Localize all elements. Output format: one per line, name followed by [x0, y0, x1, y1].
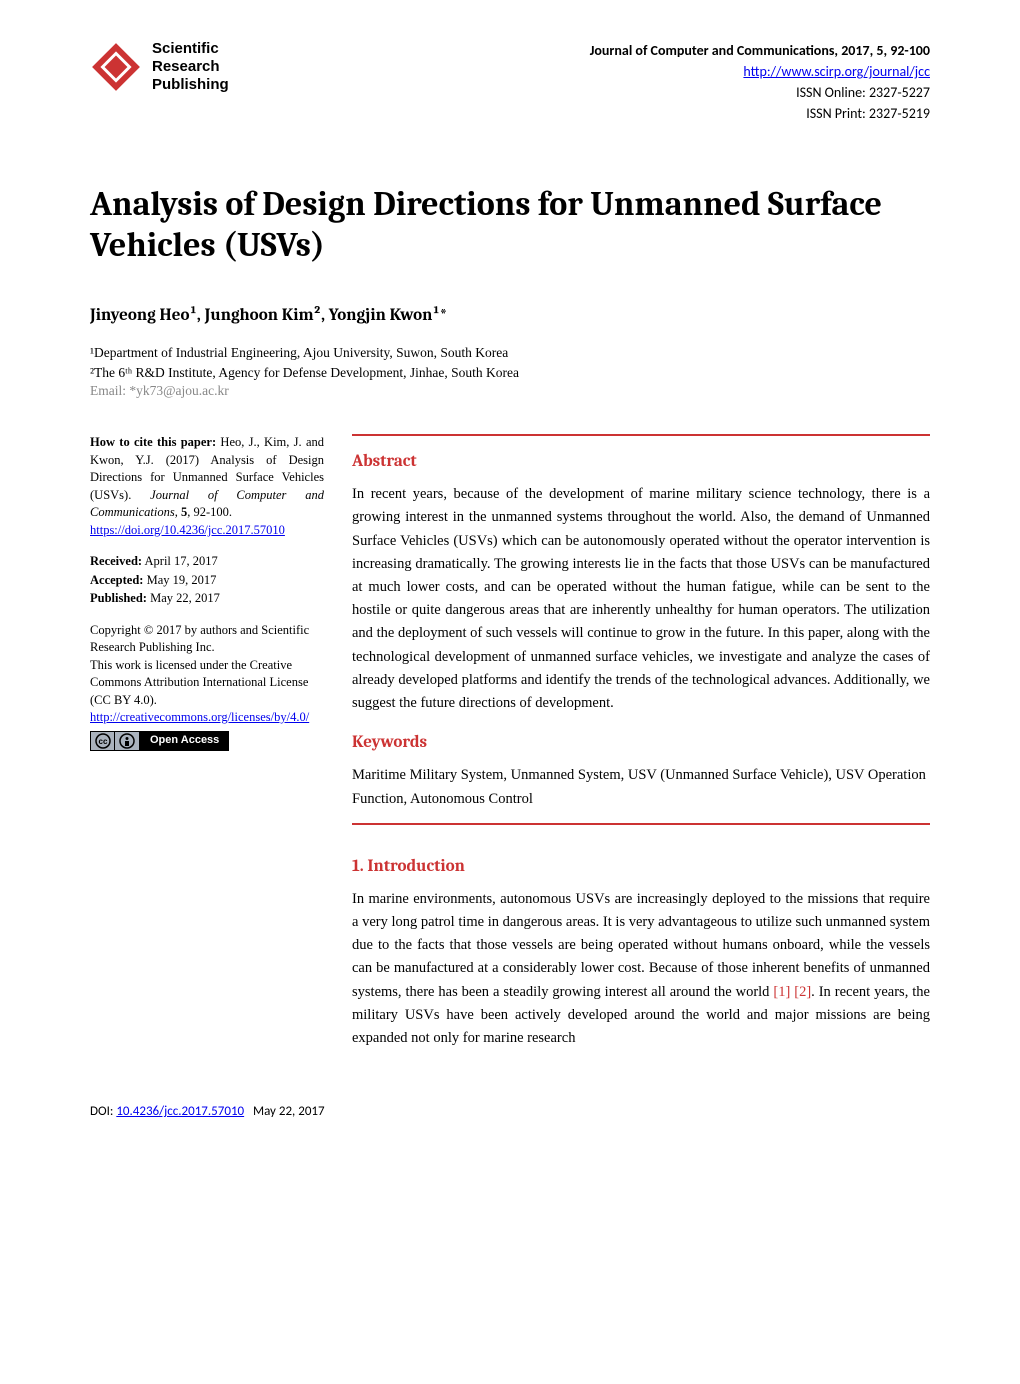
published-line: Published: May 22, 2017 [90, 590, 324, 608]
publisher-logo-text: Scientific Research Publishing [152, 40, 229, 94]
copyright-line-1: Copyright © 2017 by authors and Scientif… [90, 622, 324, 657]
abstract-heading: Abstract [352, 448, 930, 475]
ref-1[interactable]: [1] [773, 984, 790, 1000]
cc-badge-row: cc Open Access [90, 731, 324, 751]
main-two-column: How to cite this paper: Heo, J., Kim, J.… [90, 434, 930, 1064]
logo-line-2: Research [152, 58, 229, 76]
ref-2[interactable]: [2] [790, 984, 811, 1000]
journal-title: Journal of Computer and Communications, … [590, 40, 930, 61]
introduction-heading: 1. Introduction [352, 853, 930, 880]
cc-license-link[interactable]: http://creativecommons.org/licenses/by/4… [90, 710, 309, 724]
main-content: Abstract In recent years, because of the… [352, 434, 930, 1064]
bottom-rule [352, 823, 930, 825]
journal-info: Journal of Computer and Communications, … [590, 40, 930, 124]
cc-by-icon [115, 732, 139, 750]
logo-line-3: Publishing [152, 76, 229, 94]
cite-pages: , 92-100. [187, 505, 232, 519]
paper-title: Analysis of Design Directions for Unmann… [90, 184, 930, 266]
received-label: Received: [90, 554, 142, 568]
cite-heading: How to cite this paper: [90, 435, 216, 449]
accepted-label: Accepted: [90, 573, 143, 587]
svg-text:cc: cc [98, 737, 107, 746]
keywords-text: Maritime Military System, Unmanned Syste… [352, 764, 930, 810]
dates-block: Received: April 17, 2017 Accepted: May 1… [90, 553, 324, 608]
logo-line-1: Scientific [152, 40, 229, 58]
published-label: Published: [90, 591, 147, 605]
citation-block: How to cite this paper: Heo, J., Kim, J.… [90, 434, 324, 522]
footer-doi-label: DOI: [90, 1104, 116, 1119]
footer-date: May 22, 2017 [253, 1104, 325, 1119]
affiliation-2: ²The 6ᵗʰ R&D Institute, Agency for Defen… [90, 363, 930, 383]
open-access-badge: Open Access [140, 731, 229, 751]
journal-url-link[interactable]: http://www.scirp.org/journal/jcc [743, 63, 930, 80]
received-line: Received: April 17, 2017 [90, 553, 324, 571]
introduction-text: In marine environments, autonomous USVs … [352, 888, 930, 1050]
copyright-block: Copyright © 2017 by authors and Scientif… [90, 622, 324, 751]
email-line: Email: *yk73@ajou.ac.kr [90, 383, 930, 399]
published-date: May 22, 2017 [147, 591, 220, 605]
copyright-line-2: This work is licensed under the Creative… [90, 657, 324, 710]
publisher-logo-icon [90, 41, 142, 93]
accepted-date: May 19, 2017 [143, 573, 216, 587]
publisher-logo-block: Scientific Research Publishing [90, 40, 229, 94]
accepted-line: Accepted: May 19, 2017 [90, 572, 324, 590]
issn-print: ISSN Print: 2327-5219 [590, 103, 930, 124]
sidebar: How to cite this paper: Heo, J., Kim, J.… [90, 434, 324, 1064]
email-value: yk73@ajou.ac.kr [136, 383, 229, 398]
keywords-heading: Keywords [352, 729, 930, 756]
top-rule [352, 434, 930, 436]
affiliation-1: ¹Department of Industrial Engineering, A… [90, 343, 930, 363]
issn-online: ISSN Online: 2327-5227 [590, 82, 930, 103]
page-footer: DOI: 10.4236/jcc.2017.57010 May 22, 2017 [90, 1104, 930, 1119]
received-date: April 17, 2017 [142, 554, 218, 568]
cc-icons: cc [90, 731, 140, 751]
cc-logo-icon: cc [91, 732, 115, 750]
email-label: Email: * [90, 383, 136, 398]
footer-doi-link[interactable]: 10.4236/jcc.2017.57010 [116, 1104, 244, 1119]
doi-link[interactable]: https://doi.org/10.4236/jcc.2017.57010 [90, 523, 285, 537]
page-header: Scientific Research Publishing Journal o… [90, 40, 930, 124]
abstract-text: In recent years, because of the developm… [352, 483, 930, 715]
authors-line: Jinyeong Heo¹, Junghoon Kim², Yongjin Kw… [90, 306, 930, 325]
